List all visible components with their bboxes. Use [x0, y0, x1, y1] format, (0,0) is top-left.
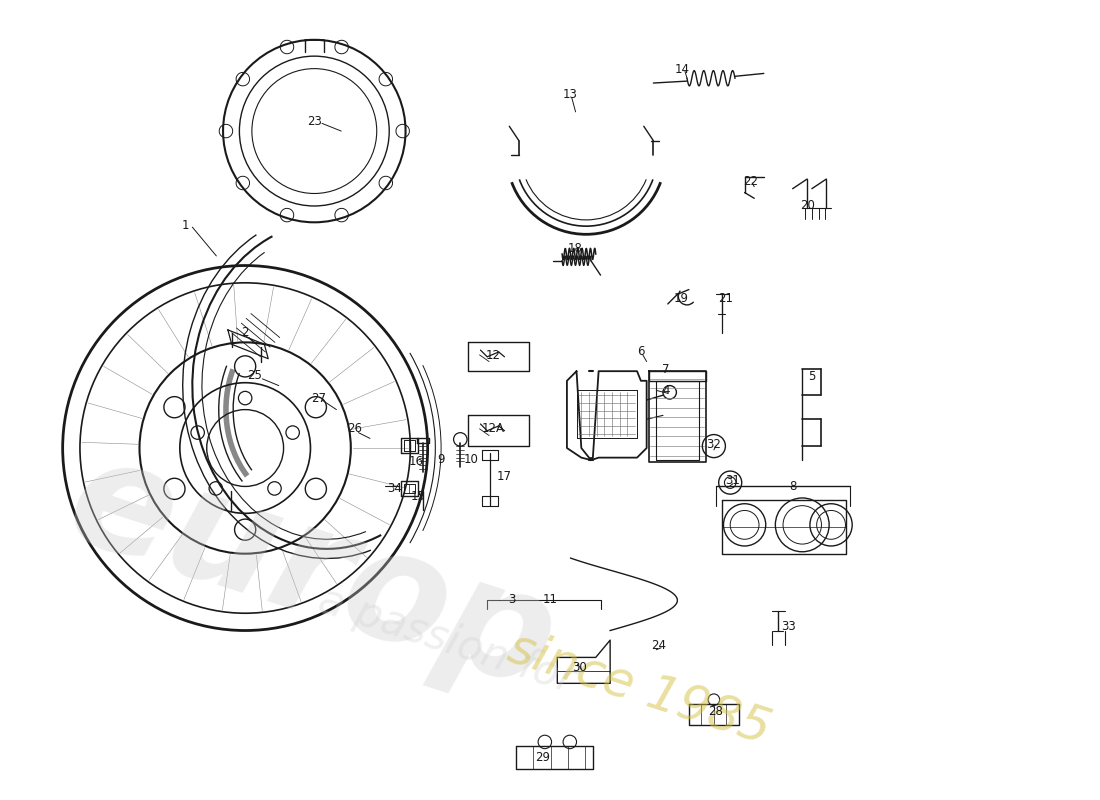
- Text: 30: 30: [572, 661, 586, 674]
- Text: 19: 19: [673, 292, 689, 305]
- Text: 12: 12: [485, 350, 501, 362]
- Text: 23: 23: [307, 115, 321, 128]
- Text: 16: 16: [408, 455, 424, 468]
- Text: 17: 17: [497, 470, 512, 483]
- Text: 22: 22: [742, 174, 758, 187]
- Text: 32: 32: [706, 438, 722, 450]
- Text: since 1985: since 1985: [502, 623, 777, 753]
- Text: 8: 8: [789, 480, 796, 493]
- Text: 21: 21: [718, 292, 733, 305]
- Text: 12A: 12A: [482, 422, 505, 435]
- Text: a passion for: a passion for: [314, 578, 581, 702]
- Text: 9: 9: [438, 453, 444, 466]
- Text: 28: 28: [708, 705, 723, 718]
- Text: 11: 11: [543, 594, 558, 606]
- Text: 2: 2: [241, 326, 249, 339]
- Text: 33: 33: [781, 620, 796, 633]
- Text: 20: 20: [801, 199, 815, 213]
- Text: 29: 29: [536, 751, 550, 764]
- Text: 3: 3: [508, 594, 516, 606]
- Text: 10: 10: [463, 453, 478, 466]
- Text: 7: 7: [662, 362, 670, 376]
- Text: 24: 24: [651, 639, 666, 652]
- Text: 15: 15: [410, 490, 426, 502]
- Text: 34: 34: [387, 482, 403, 495]
- Text: 27: 27: [310, 391, 326, 405]
- Text: 26: 26: [348, 422, 362, 435]
- Text: 1: 1: [182, 218, 189, 232]
- Text: 4: 4: [662, 384, 670, 397]
- Text: 25: 25: [248, 369, 262, 382]
- Text: 14: 14: [674, 63, 690, 76]
- Text: 18: 18: [568, 242, 583, 254]
- Text: 13: 13: [562, 88, 578, 101]
- Text: 6: 6: [637, 346, 645, 358]
- Text: 31: 31: [726, 474, 740, 487]
- Text: europ: europ: [51, 425, 574, 722]
- Text: 5: 5: [808, 370, 815, 383]
